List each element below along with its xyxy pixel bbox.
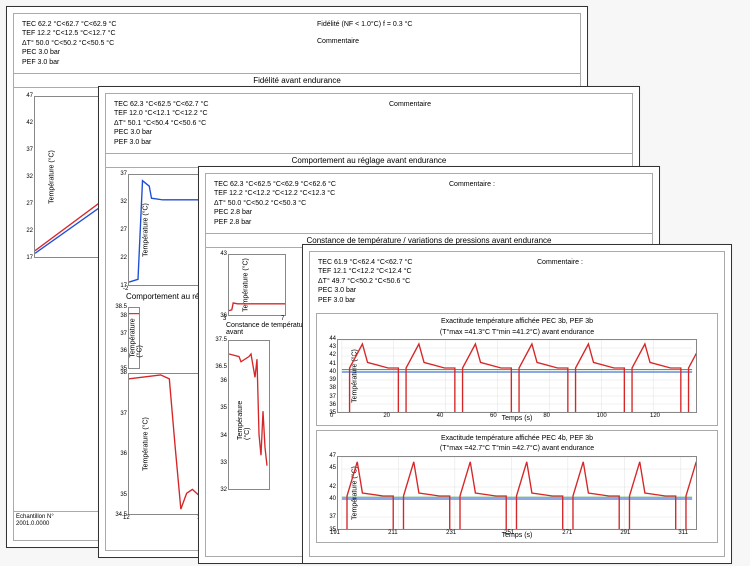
tec-line: TEC 62.3 °C<62.5 °C<62.7 °C — [114, 100, 349, 109]
chart-b-title2: (T°max =42.7°C T°min =42.7°C) avant endu… — [321, 445, 713, 453]
x-axis-label: Temps (s) — [502, 415, 533, 422]
dt-line: ΔT° 50.1 °C<50.4 °C<50.6 °C — [114, 119, 349, 128]
sheet3-plot-a: Température (°C) 364337 — [228, 254, 286, 316]
sheet3-plot-b-svg — [229, 341, 269, 489]
sheet4-header: TEC 61.9 °C<62.4 °C<62.7 °C TEF 12.1 °C<… — [310, 252, 724, 311]
sheet4-chart-a: Température (°C) Temps (s) 3536373839404… — [337, 339, 697, 413]
sheet2-plot-b: Température (°C) 3536373838.5 — [128, 307, 140, 369]
commentaire-label: Commentaire : — [449, 180, 644, 189]
sheet2-header: TEC 62.3 °C<62.5 °C<62.7 °C TEF 12.0 °C<… — [106, 94, 632, 153]
sheet1-footer: Echantillon N° 2001.0.0000 — [13, 511, 109, 541]
commentaire-label: Commentaire : — [537, 258, 716, 267]
chart-a-title1: Exactitude température affichée PEC 3b, … — [321, 318, 713, 326]
tec-line: TEC 62.3 °C<62.5 °C<62.9 °C<62.6 °C — [214, 180, 409, 189]
tec-line: TEC 62.2 °C<62.7 °C<62.9 °C — [22, 20, 277, 29]
sheet3-plot-b: Température (°C) 323334353636.537.5 — [228, 340, 270, 490]
footer-label: Echantillon N° — [16, 514, 106, 521]
pec-line: PEC 3.0 bar — [318, 286, 497, 295]
pef-line: PEF 3.0 bar — [318, 296, 497, 305]
sheet4-chart-b-svg — [338, 457, 696, 529]
dt-line: ΔT° 50.0 °C<50.2 °C<50.3 °C — [214, 199, 409, 208]
tef-line: TEF 12.2 °C<12.5 °C<12.7 °C — [22, 29, 277, 38]
sheet2-plot-c-svg — [129, 374, 201, 514]
pec-line: PEC 3.0 bar — [114, 128, 349, 137]
fidelite: Fidélité (NF < 1.0°C) f = 0.3 °C — [317, 20, 572, 29]
sheet3-plot-a-svg — [229, 255, 285, 315]
dt-line: ΔT° 49.7 °C<50.2 °C<50.6 °C — [318, 277, 497, 286]
sheet1-header: TEC 62.2 °C<62.7 °C<62.9 °C TEF 12.2 °C<… — [14, 14, 580, 73]
pef-line: PEF 3.0 bar — [114, 138, 349, 147]
chart-a-title2: (T°max =41.3°C T°min =41.2°C) avant endu… — [321, 329, 713, 337]
commentaire-label: Commentaire — [317, 37, 572, 46]
dt-line: ΔT° 50.0 °C<50.2 °C<50.5 °C — [22, 39, 277, 48]
sheet4-chart-a-svg — [338, 340, 696, 412]
chart-b-title1: Exactitude température affichée PEC 4b, … — [321, 435, 713, 443]
tec-line: TEC 61.9 °C<62.4 °C<62.7 °C — [318, 258, 497, 267]
pef-line: PEF 3.0 bar — [22, 58, 277, 67]
sheet2-plot-c: Température (°C) 34.5353637381217 — [128, 373, 202, 515]
commentaire-label: Commentaire — [389, 100, 624, 109]
sheet3-header: TEC 62.3 °C<62.5 °C<62.9 °C<62.6 °C TEF … — [206, 174, 652, 233]
sheet4-chart-b: Température (°C) Temps (s) 3537404245471… — [337, 456, 697, 530]
sheet2-plot-b-svg — [129, 308, 139, 368]
report-sheet-4: TEC 61.9 °C<62.4 °C<62.7 °C TEF 12.1 °C<… — [302, 244, 732, 564]
pec-line: PEC 2.8 bar — [214, 208, 409, 217]
pec-line: PEC 3.0 bar — [22, 48, 277, 57]
tef-line: TEF 12.0 °C<12.1 °C<12.2 °C — [114, 109, 349, 118]
tef-line: TEF 12.1 °C<12.2 °C<12.4 °C — [318, 267, 497, 276]
pef-line: PEF 2.8 bar — [214, 218, 409, 227]
footer-id: 2001.0.0000 — [16, 521, 106, 528]
tef-line: TEF 12.2 °C<12.2 °C<12.2 °C<12.3 °C — [214, 189, 409, 198]
